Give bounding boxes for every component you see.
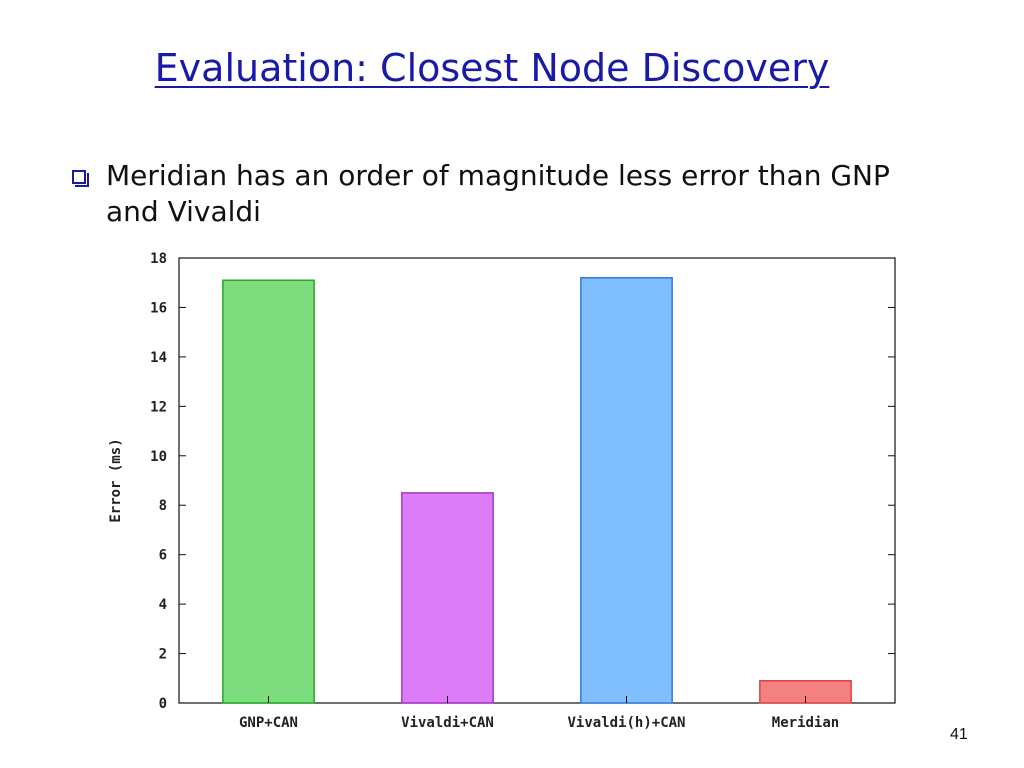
y-tick-label: 8 bbox=[159, 498, 167, 514]
x-tick-label: GNP+CAN bbox=[239, 715, 298, 731]
y-tick-label: 14 bbox=[150, 350, 167, 366]
y-tick-label: 12 bbox=[150, 399, 167, 415]
y-tick-label: 10 bbox=[150, 449, 167, 465]
y-axis-label: Error (ms) bbox=[108, 438, 124, 522]
x-tick-label: Vivaldi(h)+CAN bbox=[567, 715, 685, 731]
y-tick-label: 18 bbox=[150, 251, 167, 267]
y-tick-label: 2 bbox=[159, 647, 167, 663]
bar-vivaldi-h-can bbox=[580, 277, 673, 704]
y-tick-label: 0 bbox=[159, 696, 167, 712]
bar-vivaldi-can bbox=[401, 492, 494, 704]
y-tick-label: 16 bbox=[150, 300, 167, 316]
y-tick-label: 4 bbox=[159, 597, 167, 613]
checkbox-bullet-icon bbox=[72, 170, 89, 187]
x-tick-label: Vivaldi+CAN bbox=[401, 715, 494, 731]
y-tick-label: 6 bbox=[159, 548, 167, 564]
slide-title: Evaluation: Closest Node Discovery bbox=[154, 46, 830, 90]
x-tick-label: Meridian bbox=[772, 715, 839, 731]
page-number: 41 bbox=[950, 726, 968, 743]
bullet-text: Meridian has an order of magnitude less … bbox=[106, 159, 890, 228]
plot-frame bbox=[178, 257, 896, 704]
bar-gnp-can bbox=[222, 279, 315, 704]
bullet-item: Meridian has an order of magnitude less … bbox=[72, 158, 892, 230]
